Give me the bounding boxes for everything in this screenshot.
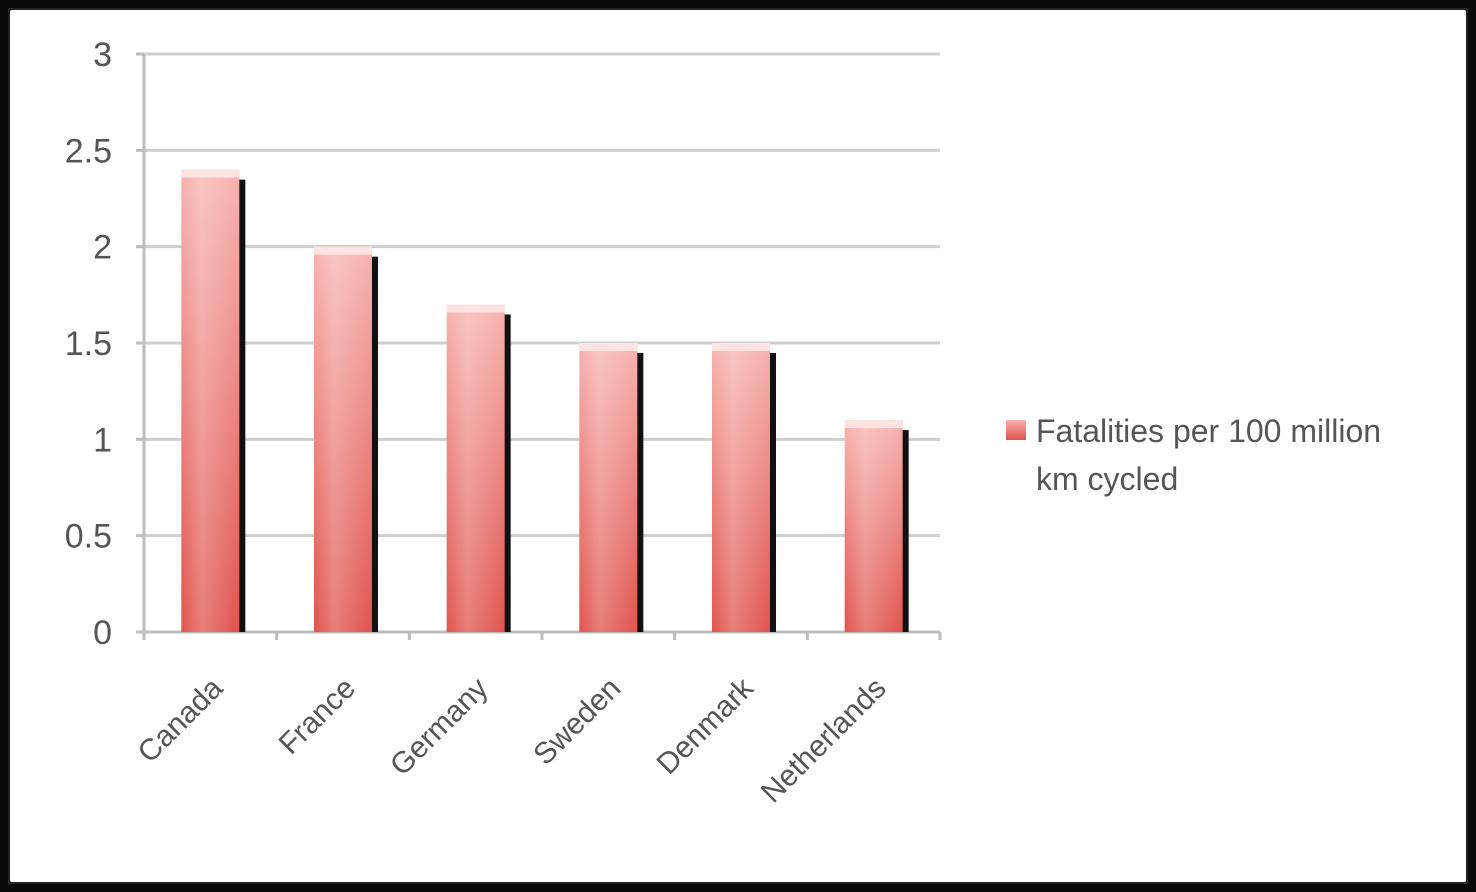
legend-label: Fatalities per 100 million: [1036, 413, 1381, 449]
bar-shadow: [502, 314, 511, 632]
y-tick-label: 2.5: [65, 132, 112, 170]
bar-shadow: [370, 256, 378, 632]
bar-chart: 0 0.5 1 1.5 2 2.5 3 Canada France Germany Sweden D…: [65, 36, 1381, 810]
y-tick-label: 2: [93, 229, 112, 267]
bar-sheen: [446, 304, 505, 632]
bar-cap: [181, 169, 240, 178]
bar-france: [314, 246, 378, 632]
bar-denmark: [712, 343, 776, 632]
bars: [181, 169, 909, 632]
y-axis: 0 0.5 1 1.5 2 2.5 3: [65, 36, 146, 652]
bar-shadow: [237, 179, 246, 632]
x-tick-label: Canada: [132, 671, 230, 769]
bar-cap: [844, 420, 903, 429]
bar-sheen: [712, 343, 770, 632]
x-tick-label: France: [273, 672, 362, 761]
bar-cap: [712, 343, 770, 351]
bar-cap: [446, 304, 505, 313]
legend-label: km cycled: [1036, 461, 1178, 497]
bar-sheen: [181, 169, 240, 632]
legend: Fatalities per 100 million km cycled: [1006, 413, 1381, 497]
chart-frame: 0 0.5 1 1.5 2 2.5 3 Canada France Germany Sweden D…: [8, 8, 1468, 884]
bar-sheen: [579, 343, 638, 632]
bar-cap: [314, 246, 372, 255]
bar-germany: [446, 304, 511, 632]
x-tick-label: Netherlands: [755, 672, 893, 810]
bar-shadow: [768, 353, 776, 632]
bar-sheen: [844, 420, 903, 632]
x-tick-label: Germany: [384, 672, 495, 783]
y-tick-label: 1: [93, 421, 112, 459]
x-tick-label: Sweden: [527, 672, 627, 772]
legend-swatch: [1006, 420, 1026, 440]
bar-netherlands: [844, 420, 909, 632]
bar-cap: [579, 343, 638, 351]
legend-swatch-fill: [1006, 420, 1026, 440]
gridlines: [144, 52, 940, 538]
y-tick-label: 1.5: [65, 325, 112, 363]
bar-shadow: [900, 430, 909, 632]
y-tick-label: 0: [93, 614, 112, 652]
bar-canada: [181, 169, 246, 632]
bar-sheen: [314, 246, 372, 632]
x-axis: Canada France Germany Sweden DenmarkNetherla…: [132, 630, 942, 810]
x-tick-label: Denmark: [651, 671, 761, 781]
bar-shadow: [635, 353, 644, 632]
y-tick-label: 3: [93, 36, 112, 74]
bar-sweden: [579, 343, 644, 632]
y-tick-label: 0.5: [65, 518, 112, 556]
